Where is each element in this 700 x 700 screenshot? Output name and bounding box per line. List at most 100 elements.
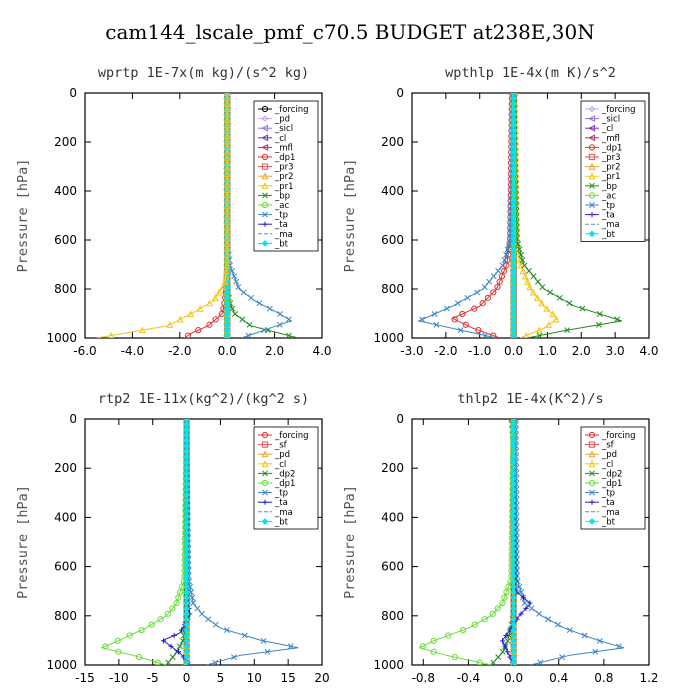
data-point [555,621,561,628]
data-point [495,654,502,661]
data-point [504,649,511,655]
legend-label: _pd [601,450,617,460]
legend-marker [261,172,269,180]
data-point [518,611,524,617]
legend-marker [588,230,596,238]
x-tick-label: 10 [247,671,262,685]
legend-label: _forcing [601,105,636,115]
data-point [503,589,510,596]
legend-marker [589,202,595,208]
data-point [556,294,563,301]
panel-title: wpthlp 1E-4x(m K)/s^2 [445,65,616,81]
data-point [179,637,186,644]
data-point [517,261,525,269]
legend-marker [589,182,595,189]
data-point [187,583,194,590]
series-layer [418,419,625,665]
y-tick-label: 200 [381,135,404,149]
data-point [592,648,599,655]
data-point [454,300,461,307]
y-tick-label: 1000 [373,331,404,345]
data-point [499,638,506,644]
data-point [184,332,192,338]
legend: _forcing_sicl_cl_mfl_dp1_pr3_pr2_pr1_bp_… [580,100,646,242]
legend-label: _ac [601,191,616,201]
y-tick-label: 800 [381,282,404,296]
y-tick-label: 200 [54,461,77,475]
data-point [519,267,527,274]
legend-label: _tp [601,489,615,499]
legend-label: _sf [601,441,615,451]
y-tick-label: 0 [69,412,77,426]
data-point [223,627,230,634]
y-axis-label: Pressure [hPa] [342,159,358,273]
legend-label: _tp [274,211,288,221]
legend-marker [262,211,268,218]
legend-label: _bt [601,517,616,527]
y-tick-label: 0 [396,86,404,100]
legend-label: _cl [274,460,286,470]
data-point [266,305,273,312]
legend-label: _pr2 [274,172,294,182]
data-point [219,283,227,291]
data-point [165,659,172,665]
data-point [221,277,229,285]
data-point [107,331,115,338]
x-tick-label: -15 [75,671,95,685]
data-point [490,273,497,280]
data-point [476,659,483,665]
legend-marker [261,431,269,439]
data-point [287,643,294,650]
legend-label: _bp [601,182,617,192]
data-point [595,321,602,328]
data-point [445,632,452,639]
data-point [566,627,573,634]
data-point [530,273,537,280]
data-point [166,321,174,328]
legend-marker [589,212,595,218]
legend-marker [588,441,596,448]
data-point [285,332,292,338]
data-point [175,594,182,601]
data-point [248,294,254,301]
data-point [537,659,544,665]
x-tick-label: 0.0 [504,344,523,358]
data-point [157,616,164,623]
legend-marker [588,479,596,487]
data-point [501,594,508,601]
legend-label: _pr1 [601,172,621,182]
x-tick-label: 5 [217,671,225,685]
legend-marker [588,518,596,525]
x-tick-label: 3.0 [606,344,625,358]
data-point [176,315,184,323]
data-point [264,648,271,655]
legend-label: _cl [601,124,613,134]
y-tick-label: 400 [54,184,77,198]
data-point [451,654,458,661]
data-point [277,311,284,317]
legend-label: _bp [274,191,290,201]
data-point [503,262,510,269]
data-point [235,284,242,290]
x-tick-label: -0.4 [457,671,480,685]
data-point [190,600,197,606]
legend-marker [588,134,596,142]
data-point [431,311,438,317]
series-bt [510,93,517,338]
legend-box [580,100,646,242]
legend-marker [589,489,595,496]
x-tick-label: 0 [183,671,191,685]
legend-marker [588,105,596,113]
panel-title: thlp2 1E-4x(K^2)/s [457,391,603,407]
legend-marker [261,105,269,113]
data-point [498,273,506,280]
data-point [545,321,553,328]
data-point [102,643,109,650]
series-dp1 [418,419,517,665]
data-point [168,643,174,649]
legend-label: _sf [274,441,288,451]
figure-title: cam144_lscale_pmf_c70.5 BUDGET at238E,30… [105,20,594,44]
legend-label: _bt [274,517,289,527]
y-tick-label: 600 [54,233,77,247]
